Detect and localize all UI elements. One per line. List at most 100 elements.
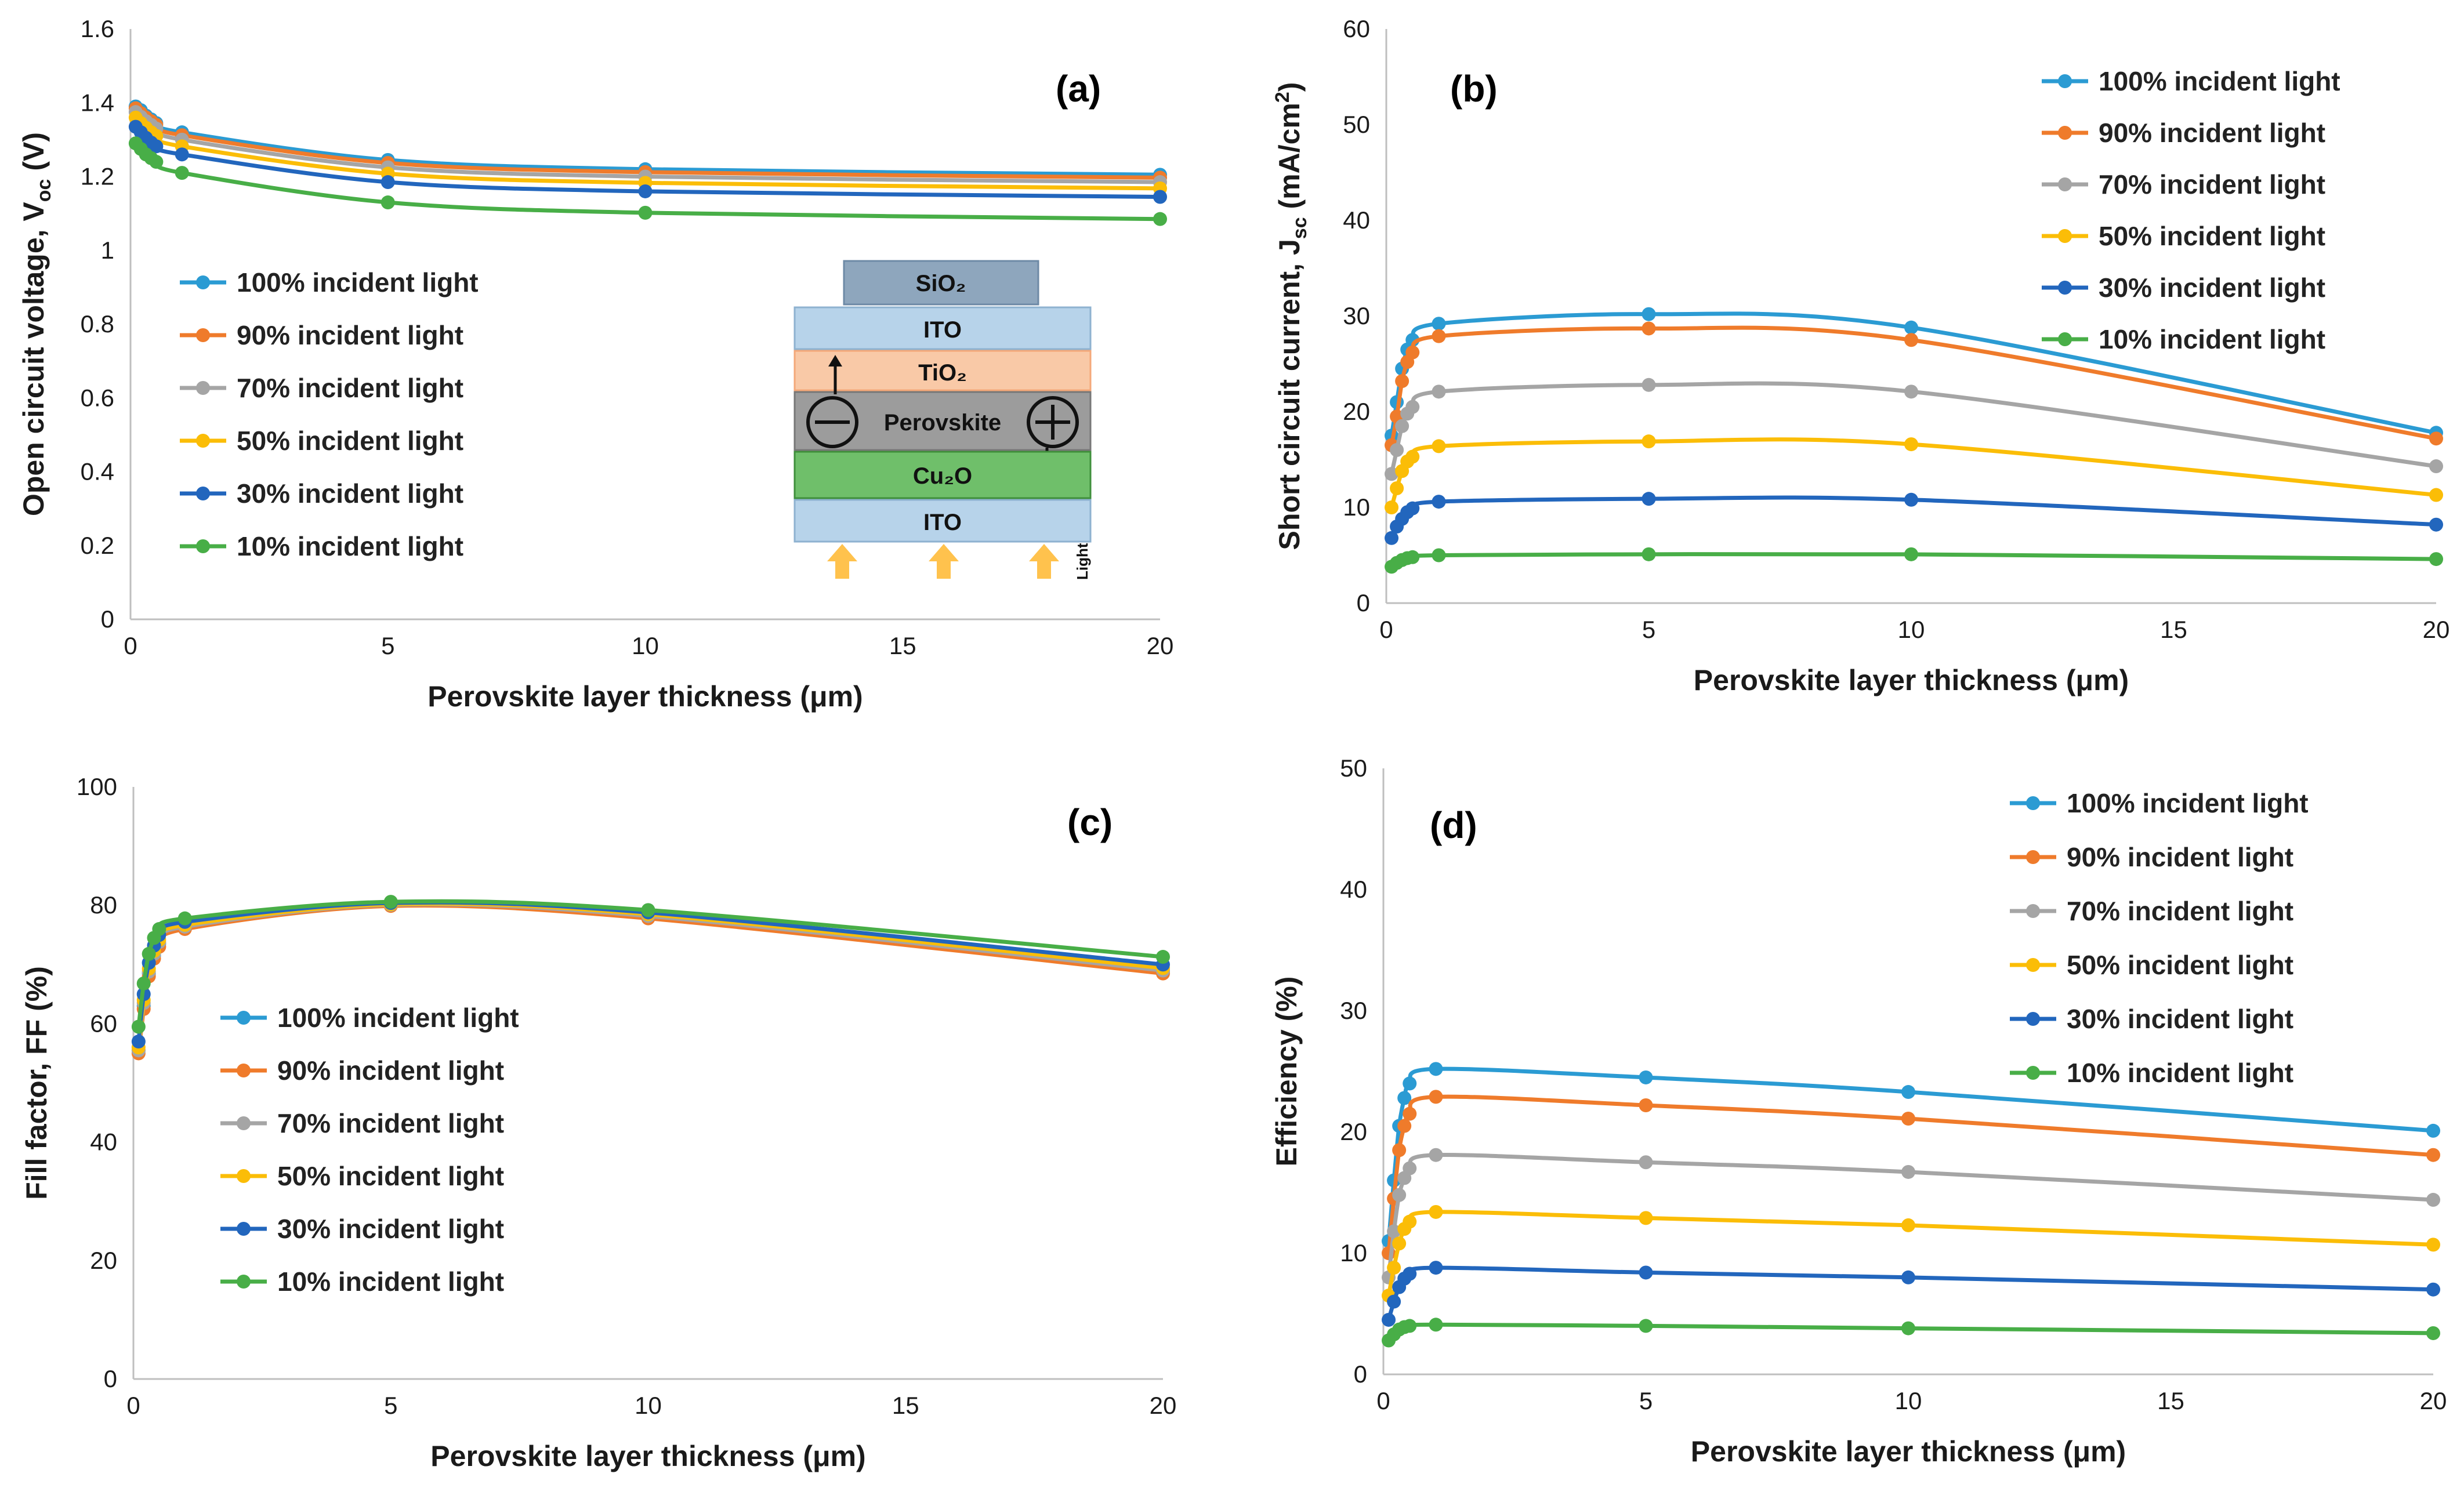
legend-label: 90% incident light	[2067, 842, 2293, 872]
data-point	[1403, 1214, 1417, 1229]
data-point	[1429, 1090, 1443, 1104]
legend-label: 100% incident light	[2099, 66, 2340, 96]
y-tick-label: 10	[1343, 493, 1370, 521]
x-tick-label: 0	[124, 632, 137, 659]
data-point	[1642, 321, 1656, 336]
series-30: 30% incident light	[1382, 1004, 2440, 1327]
y-axis-label-main: Short circuit current, J	[1273, 239, 1306, 550]
data-point	[1639, 1319, 1653, 1333]
data-point	[149, 155, 164, 169]
legend-label: 100% incident light	[237, 267, 479, 297]
series-30: 30% incident light	[128, 119, 1167, 509]
data-point	[131, 1035, 146, 1049]
layer-tio2-label: TiO₂	[918, 360, 967, 386]
y-tick-label: 40	[1340, 876, 1367, 903]
y-axis-label-main: Efficiency (%)	[1270, 977, 1303, 1167]
y-axis-label-sub: sc	[1289, 217, 1311, 239]
y-axis-label-main: Fill factor, FF (%)	[20, 966, 53, 1200]
chart-panel-a: 0 0.2 0.4 0.6 0.8 1 1.2 1.4 1.6 0 5 10 15 20 Perovskit…	[17, 15, 1173, 713]
y-tick-label: 40	[90, 1128, 117, 1156]
legend-swatch-marker	[2026, 958, 2040, 972]
data-point	[2426, 1193, 2440, 1207]
x-axis-label: Perovskite layer thickness (μm)	[427, 680, 863, 713]
data-point	[1392, 1236, 1407, 1251]
layer-ito-top	[793, 306, 1092, 350]
data-point	[1639, 1211, 1653, 1225]
legend-label: 100% incident light	[277, 1003, 519, 1033]
y-axis-label-sup: 2	[1271, 92, 1293, 103]
legend-label: 70% incident light	[237, 373, 463, 403]
data-point	[1387, 1261, 1401, 1275]
electron-arrow-head	[828, 355, 842, 366]
legend-label: 90% incident light	[277, 1055, 504, 1086]
x-tick-label: 10	[632, 632, 659, 659]
legend-swatch-marker	[196, 381, 210, 395]
legend-swatch-marker	[2026, 796, 2040, 810]
data-point	[1390, 481, 1404, 495]
legend-label: 90% incident light	[237, 320, 463, 350]
data-point	[638, 184, 653, 198]
data-point	[131, 1019, 146, 1034]
light-arrow-icon	[929, 544, 959, 579]
data-point	[1642, 434, 1656, 449]
y-tick-label: 0.8	[81, 310, 114, 338]
data-point	[1904, 547, 1918, 561]
x-tick-label: 0	[126, 1392, 140, 1419]
y-tick-label: 100	[77, 773, 117, 800]
series-10: 10% incident light	[1382, 1058, 2440, 1348]
data-point	[1904, 437, 1918, 452]
data-point	[1153, 212, 1167, 226]
data-point	[1639, 1070, 1653, 1084]
layer-cu2o-label: Cu₂O	[913, 463, 972, 489]
y-tick-label: 30	[1343, 302, 1370, 329]
layer-ito-bottom	[793, 499, 1092, 543]
data-point	[1392, 1143, 1407, 1157]
x-tick-label: 10	[635, 1392, 662, 1419]
data-point	[1387, 1294, 1401, 1309]
layer-sio2-label: SiO₂	[916, 271, 966, 296]
y-tick-label: 20	[90, 1247, 117, 1274]
data-point	[1904, 492, 1918, 507]
light-arrow-icon	[1029, 544, 1059, 579]
series-90: 90% incident light	[131, 899, 1170, 1086]
x-axis-label: Perovskite layer thickness (μm)	[1694, 664, 2129, 696]
y-tick-label: 0	[101, 605, 114, 633]
data-point	[2429, 517, 2443, 532]
legend-swatch-marker	[2058, 126, 2072, 140]
y-tick-label: 0.2	[81, 532, 114, 559]
y-tick-label: 1.4	[81, 89, 114, 116]
y-tick-label: 60	[90, 1010, 117, 1037]
data-point	[175, 166, 189, 180]
data-point	[1387, 1224, 1401, 1239]
data-point	[1642, 547, 1656, 561]
data-point	[1639, 1098, 1653, 1113]
y-tick-label: 1	[101, 237, 114, 264]
data-point	[1397, 1119, 1412, 1133]
y-tick-label: 60	[1343, 15, 1370, 42]
data-point	[1395, 419, 1409, 433]
series-50: 50% incident light	[1385, 221, 2443, 514]
x-tick-label: 20	[2423, 616, 2450, 643]
data-point	[1405, 345, 1420, 360]
y-tick-label: 30	[1340, 997, 1367, 1024]
legend-swatch-marker	[237, 1275, 251, 1289]
legend-swatch-marker	[2058, 332, 2072, 346]
data-point	[1429, 1318, 1443, 1332]
layer-tio2	[793, 350, 1092, 391]
data-point	[641, 903, 655, 917]
legend-label: 70% incident light	[2099, 169, 2325, 199]
x-tick-label: 5	[384, 1392, 397, 1419]
legend-swatch-marker	[196, 434, 210, 448]
legend-label: 50% incident light	[2099, 221, 2325, 251]
panel-label: (a)	[1056, 68, 1101, 110]
data-point	[1403, 1106, 1417, 1121]
y-tick-label: 50	[1340, 754, 1367, 782]
data-point	[1642, 307, 1656, 321]
data-point	[149, 139, 164, 154]
data-point	[2426, 1326, 2440, 1340]
data-point	[1156, 950, 1170, 964]
legend-swatch-marker	[2026, 904, 2040, 918]
legend-swatch-marker	[196, 328, 210, 342]
layer-ito-bottom-label: ITO	[923, 510, 962, 535]
legend-swatch-marker	[196, 275, 210, 289]
